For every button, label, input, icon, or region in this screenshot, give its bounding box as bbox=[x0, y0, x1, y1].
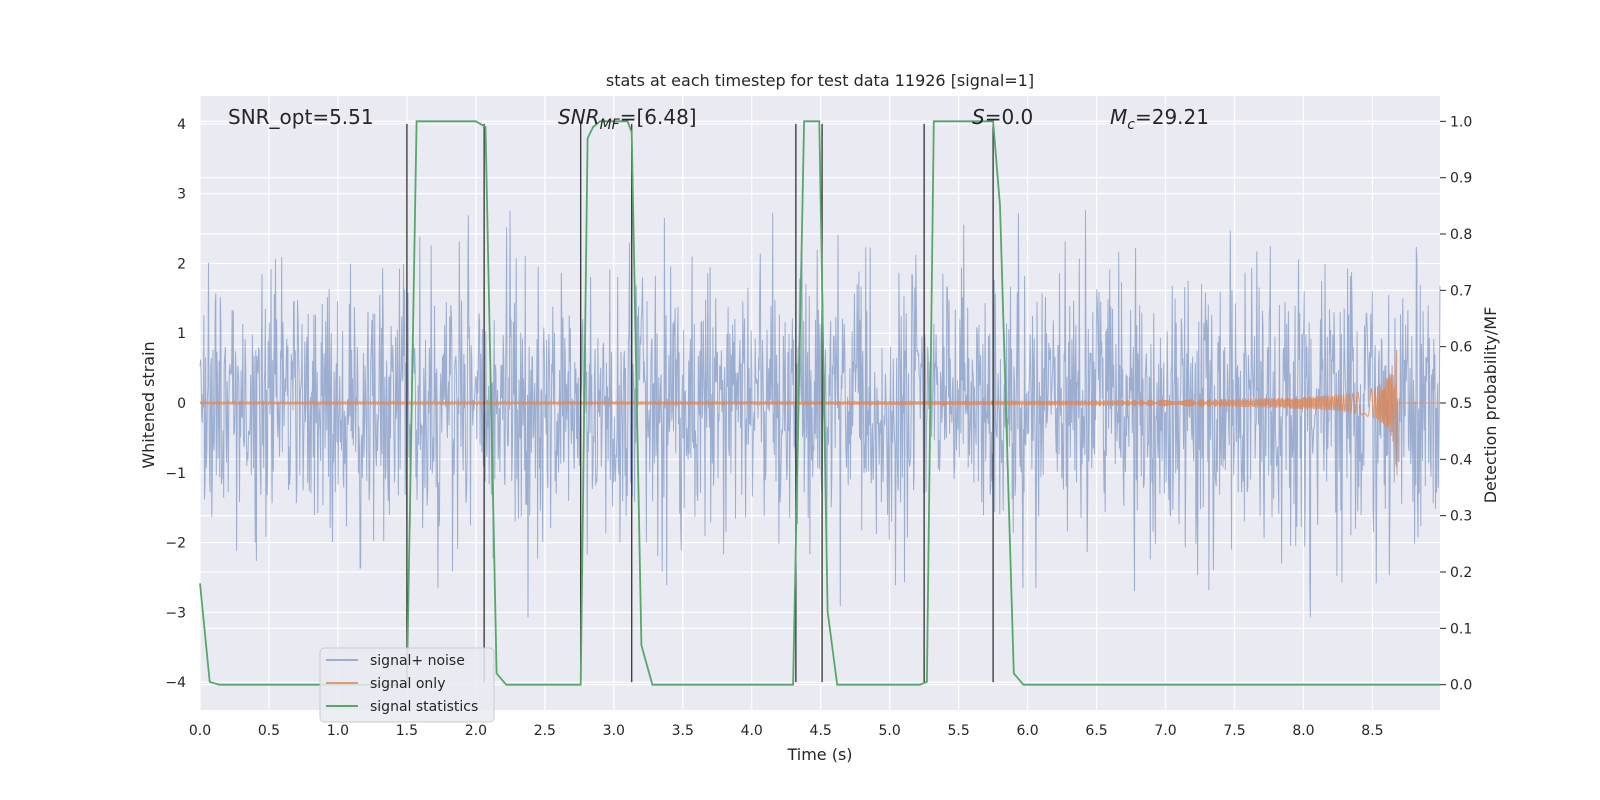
y-right-tick-label: 0.8 bbox=[1450, 227, 1472, 243]
y-tick-label: 4 bbox=[177, 117, 186, 133]
y-right-tick-label: 0.9 bbox=[1450, 171, 1472, 187]
x-tick-label: 3.5 bbox=[672, 723, 694, 739]
x-tick-label: 0.5 bbox=[258, 723, 280, 739]
legend-stats-label: signal statistics bbox=[370, 699, 478, 715]
legend-signal-label: signal only bbox=[370, 676, 445, 692]
x-tick-label: 2.0 bbox=[465, 723, 487, 739]
y-right-tick-label: 0.0 bbox=[1450, 678, 1472, 694]
x-tick-label: 6.5 bbox=[1085, 723, 1107, 739]
y-right-tick-label: 0.6 bbox=[1450, 340, 1472, 356]
legend-box bbox=[319, 647, 495, 723]
y-right-axis-ticks: 1.0 0.9 0.8 0.7 0.6 0.5 0.4 0.3 0.2 0.1 0.0 bbox=[1440, 114, 1472, 694]
x-axis-label: Time (s) bbox=[786, 745, 852, 764]
s-annotation: S=0.0 bbox=[972, 105, 1033, 129]
y-tick-label: 0 bbox=[177, 396, 186, 412]
signal-statistics-series bbox=[199, 120, 1440, 686]
x-tick-label: 1.0 bbox=[327, 723, 349, 739]
x-tick-label: 5.0 bbox=[879, 723, 901, 739]
x-tick-label: 8.0 bbox=[1292, 723, 1314, 739]
legend: signal+ noise signal only signal statist… bbox=[319, 647, 495, 723]
y-right-tick-label: 0.7 bbox=[1450, 283, 1472, 299]
y-right-axis-label: Detection probability/MF bbox=[1481, 307, 1500, 504]
x-tick-label: 3.0 bbox=[603, 723, 625, 739]
y-tick-label: −2 bbox=[165, 536, 186, 552]
x-tick-label: 5.5 bbox=[947, 723, 969, 739]
y-right-tick-label: 0.1 bbox=[1450, 621, 1472, 637]
legend-noise-label: signal+ noise bbox=[370, 653, 465, 669]
y-right-tick-label: 0.3 bbox=[1450, 509, 1472, 525]
y-tick-label: −4 bbox=[165, 675, 186, 691]
y-axis-label: Whitened strain bbox=[139, 341, 158, 468]
y-right-tick-label: 0.4 bbox=[1450, 452, 1472, 468]
y-right-tick-label: 0.5 bbox=[1450, 396, 1472, 412]
chart-title: stats at each timestep for test data 119… bbox=[606, 71, 1034, 90]
x-tick-label: 4.0 bbox=[741, 723, 763, 739]
y-tick-label: −1 bbox=[165, 466, 186, 482]
x-tick-label: 4.5 bbox=[810, 723, 832, 739]
signal-statistics-line bbox=[199, 120, 1440, 686]
x-tick-label: 0.0 bbox=[189, 723, 211, 739]
x-tick-label: 6.0 bbox=[1016, 723, 1038, 739]
mc-annotation: Mc=29.21 bbox=[1110, 105, 1209, 133]
y-axis-ticks: 4 3 2 1 0 −1 −2 −3 −4 bbox=[165, 117, 186, 691]
y-right-tick-label: 0.2 bbox=[1450, 565, 1472, 581]
x-tick-label: 1.5 bbox=[396, 723, 418, 739]
y-tick-label: 1 bbox=[177, 326, 186, 342]
y-tick-label: −3 bbox=[165, 605, 186, 621]
y-tick-label: 3 bbox=[177, 187, 186, 203]
snr-opt-annotation: SNR_opt=5.51 bbox=[228, 105, 374, 129]
annotations: SNR_opt=5.51 SNRMF=[6.48] S=0.0 Mc=29.21 bbox=[228, 105, 1209, 133]
x-tick-label: 7.0 bbox=[1154, 723, 1176, 739]
x-tick-label: 2.5 bbox=[534, 723, 556, 739]
x-tick-label: 8.5 bbox=[1361, 723, 1383, 739]
snr-mf-annotation: SNRMF=[6.48] bbox=[558, 105, 697, 133]
x-axis-ticks: 0.0 0.5 1.0 1.5 2.0 2.5 3.0 3.5 4.0 4.5 5.0 5.5 6.0 6… bbox=[189, 723, 1384, 739]
vertical-markers bbox=[406, 123, 994, 683]
y-right-tick-label: 1.0 bbox=[1450, 114, 1472, 130]
x-tick-label: 7.5 bbox=[1223, 723, 1245, 739]
y-tick-label: 2 bbox=[177, 256, 186, 272]
